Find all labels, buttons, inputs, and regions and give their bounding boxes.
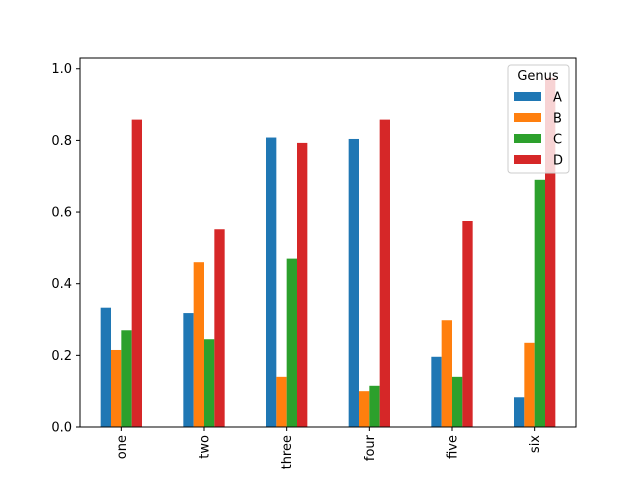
bar-c-six bbox=[534, 179, 545, 427]
y-tick-label: 0.2 bbox=[51, 349, 72, 364]
bar-a-four bbox=[348, 138, 359, 428]
bar-c-five bbox=[452, 376, 463, 427]
x-tick-label-three: three bbox=[280, 435, 295, 469]
x-axis: one two three four five six bbox=[115, 427, 543, 469]
legend-swatch-c bbox=[514, 134, 541, 143]
plot-frame bbox=[79, 57, 577, 428]
x-tick-label-two: two bbox=[198, 435, 213, 459]
y-axis: 0.0 0.2 0.4 0.6 0.8 1.0 bbox=[51, 62, 80, 436]
bar-c-four bbox=[369, 385, 380, 427]
legend-label-b: B bbox=[553, 112, 562, 127]
bars-layer bbox=[100, 77, 556, 428]
bar-b-two bbox=[193, 262, 204, 427]
bar-a-three bbox=[266, 137, 277, 427]
legend-swatch-d bbox=[514, 155, 541, 164]
legend-title: Genus bbox=[517, 69, 559, 84]
bar-d-five bbox=[462, 221, 473, 427]
y-tick-label: 1.0 bbox=[51, 62, 72, 77]
legend-label-a: A bbox=[553, 91, 562, 106]
bar-d-three bbox=[297, 142, 308, 427]
y-tick-label: 0.8 bbox=[51, 134, 72, 149]
bar-a-six bbox=[514, 397, 525, 427]
bar-a-one bbox=[100, 307, 111, 427]
bar-b-one bbox=[111, 349, 122, 427]
bar-b-four bbox=[359, 391, 370, 427]
bar-b-five bbox=[441, 320, 452, 427]
y-tick-label: 0.6 bbox=[51, 206, 72, 221]
x-tick-label-one: one bbox=[115, 435, 130, 459]
bar-d-two bbox=[214, 229, 225, 427]
bar-d-one bbox=[131, 119, 142, 427]
bar-b-six bbox=[524, 342, 535, 427]
x-tick-label-five: five bbox=[446, 435, 461, 459]
bar-a-two bbox=[183, 313, 194, 427]
x-tick-label-four: four bbox=[363, 434, 378, 461]
y-tick-label: 0.0 bbox=[51, 421, 72, 436]
bar-c-three bbox=[286, 258, 297, 427]
bar-b-three bbox=[276, 376, 287, 427]
legend-swatch-b bbox=[514, 113, 541, 122]
y-tick-label: 0.4 bbox=[51, 277, 72, 292]
legend-label-d: D bbox=[553, 154, 563, 169]
bar-d-six bbox=[545, 77, 556, 427]
x-tick-label-six: six bbox=[528, 435, 543, 453]
bar-c-one bbox=[121, 330, 132, 427]
bar-c-two bbox=[204, 339, 215, 427]
bar-a-five bbox=[431, 356, 442, 427]
legend-swatch-a bbox=[514, 92, 541, 101]
bar-d-four bbox=[379, 119, 390, 427]
legend-label-c: C bbox=[553, 133, 562, 148]
